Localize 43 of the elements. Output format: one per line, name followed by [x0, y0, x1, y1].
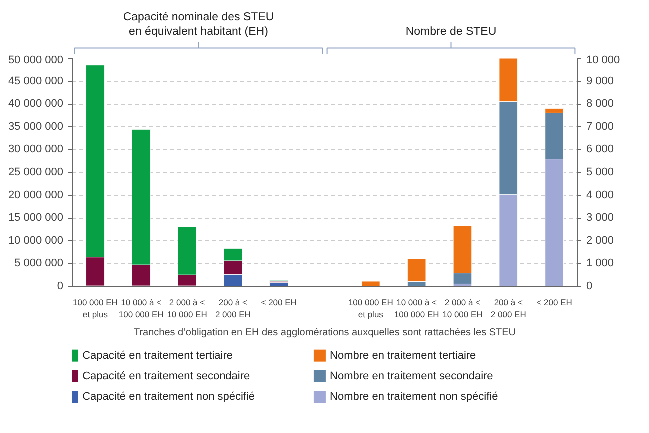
y-tick-label: 5 000 000 [14, 258, 64, 270]
y2-tick-label: 10 000 [586, 54, 620, 66]
y2-tick-label: 3 000 [586, 212, 614, 224]
x-tick-label: 10 000 à < 100 000 EH [118, 298, 164, 320]
y2-tick-label: 4 000 [586, 189, 614, 202]
x-tick-label: 200 à < 2 000 EH [215, 298, 251, 320]
x-tick-label: 100 000 EH et plus [348, 298, 394, 320]
y-tick-label: 50 000 000 [8, 54, 64, 66]
x-tick-label: < 200 EH [261, 298, 297, 308]
x-tick-label: 200 à < 2 000 EH [490, 298, 526, 320]
y-tick-label: 45 000 000 [8, 75, 64, 88]
x-tick-label: 2 000 à < 10 000 EH [442, 298, 483, 320]
y-tick-label: 0 [57, 280, 64, 292]
y2-tick-label: 6 000 [586, 144, 614, 156]
y-tick-label: 10 000 000 [8, 234, 64, 247]
bar [361, 281, 380, 286]
x-tick-label: 10 000 à < 100 000 EH [394, 298, 440, 320]
x-axis-title: Tranches d’obligation en EH des agglomérations auxquelles sont rattachées les STEU [134, 328, 516, 338]
y2-tick-label: 2 000 [586, 234, 614, 247]
y-tick-label: 20 000 000 [8, 189, 64, 202]
y-tick-label: 40 000 000 [8, 98, 64, 110]
y2-tick-label: 7 000 [586, 120, 614, 133]
legend-label: Nombre en traitement secondaire [330, 370, 494, 382]
y-tick-label: 30 000 000 [8, 144, 64, 156]
y-tick-label: 15 000 000 [8, 212, 64, 224]
y-tick-label: 35 000 000 [8, 120, 64, 133]
x-tick-label: < 200 EH [536, 298, 572, 308]
text: Nombre de STEU [406, 26, 497, 38]
y2-tick-label: 0 [586, 280, 593, 292]
legend-label: Capacité en traitement tertiaire [82, 350, 234, 362]
y2-tick-label: 8 000 [586, 98, 614, 110]
legend-label: Capacité en traitement non spécifié [82, 391, 256, 404]
y2-tick-label: 9 000 [586, 75, 614, 88]
y2-tick-label: 1 000 [586, 258, 614, 270]
x-tick-label: 2 000 à < 10 000 EH [167, 298, 208, 320]
bar [407, 258, 426, 282]
text: Capacité nominale des STEU en équivalent habitant (EH) [123, 11, 274, 38]
legend-label: Nombre en traitement tertiaire [330, 350, 476, 362]
legend-label: Capacité en traitement secondaire [82, 370, 250, 382]
y2-tick-label: 5 000 [586, 166, 614, 178]
x-tick-label: 100 000 EH et plus [73, 298, 118, 320]
legend-label: Nombre en traitement non spécifié [330, 391, 498, 404]
y-tick-label: 25 000 000 [8, 166, 64, 178]
